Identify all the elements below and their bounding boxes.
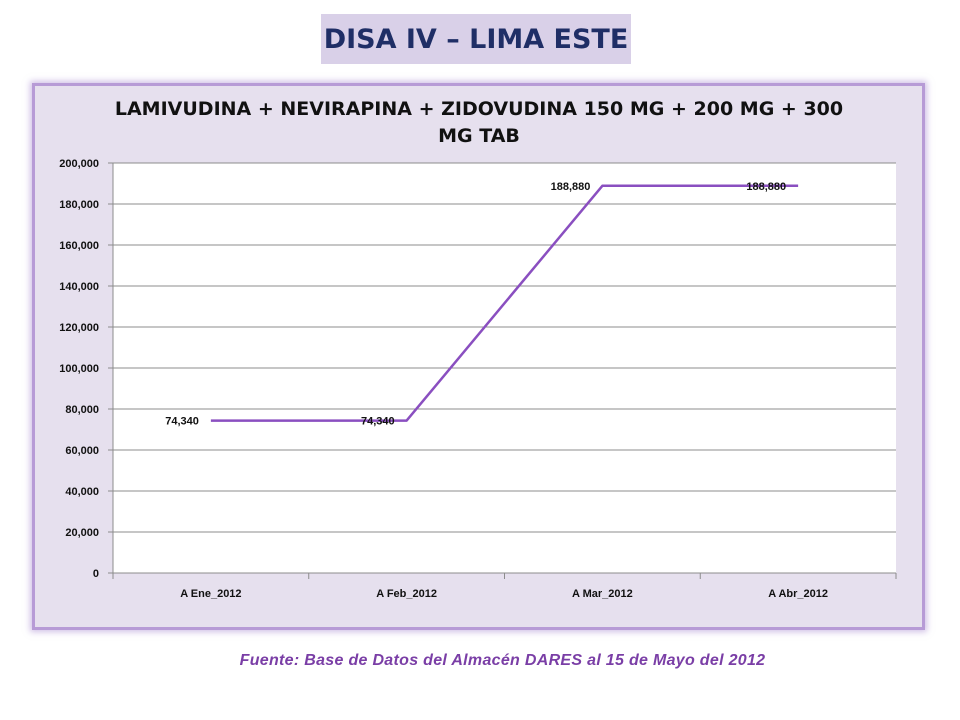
y-tick-label: 160,000 [59, 240, 99, 252]
y-tick-label: 100,000 [59, 363, 99, 375]
data-label: 74,340 [165, 416, 199, 428]
data-label: 74,340 [361, 416, 395, 428]
series-line [210, 184, 799, 422]
y-tick-label: 140,000 [59, 281, 99, 293]
x-tick-label: A Mar_2012 [572, 588, 633, 600]
y-tick-label: 40,000 [65, 486, 99, 498]
y-tick-label: 180,000 [59, 199, 99, 211]
chart-title-line-2: MG TAB [438, 125, 520, 147]
y-tick-label: 120,000 [59, 322, 99, 334]
page-title: DISA IV – LIMA ESTE [323, 23, 629, 55]
x-tick-label: A Feb_2012 [376, 588, 437, 600]
y-tick-label: 20,000 [65, 527, 99, 539]
data-label: 188,880 [746, 181, 786, 193]
x-tick-label: A Ene_2012 [180, 588, 241, 600]
x-tick-label: A Abr_2012 [768, 588, 828, 600]
source-note: Fuente: Base de Datos del Almacén DARES … [239, 652, 766, 669]
y-tick-label: 200,000 [59, 158, 99, 170]
y-tick-label: 80,000 [65, 404, 99, 416]
y-tick-label: 60,000 [65, 445, 99, 457]
y-tick-label: 0 [93, 568, 99, 580]
data-label: 188,880 [551, 181, 591, 193]
chart-title-line-1: LAMIVUDINA + NEVIRAPINA + ZIDOVUDINA 150… [114, 98, 844, 120]
page-banner: DISA IV – LIMA ESTE [321, 14, 631, 64]
chart-title: LAMIVUDINA + NEVIRAPINA + ZIDOVUDINA 150… [34, 96, 924, 150]
